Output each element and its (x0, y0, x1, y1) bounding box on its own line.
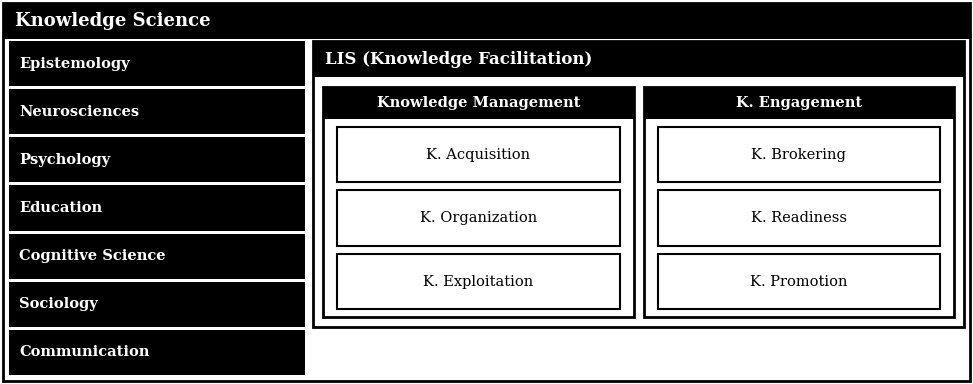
Text: Neurosciences: Neurosciences (19, 105, 139, 119)
Bar (337, 190, 620, 246)
Text: Communication: Communication (19, 346, 150, 359)
Text: K. Brokering: K. Brokering (751, 148, 847, 162)
Bar (313, 41, 964, 77)
Text: Sociology: Sociology (19, 297, 97, 311)
Text: K. Readiness: K. Readiness (751, 211, 847, 225)
Bar (323, 87, 633, 317)
Text: K. Exploitation: K. Exploitation (423, 275, 533, 288)
Bar (658, 127, 940, 182)
Bar (658, 190, 940, 246)
Bar (643, 87, 954, 317)
Bar (9, 282, 305, 327)
Text: LIS (Knowledge Facilitation): LIS (Knowledge Facilitation) (325, 51, 593, 68)
Text: Knowledge Management: Knowledge Management (377, 96, 580, 110)
Text: Epistemology: Epistemology (19, 56, 129, 71)
Bar (9, 233, 305, 279)
Bar (9, 41, 305, 86)
Bar (9, 137, 305, 182)
Text: Education: Education (19, 201, 102, 215)
Bar (658, 254, 940, 309)
Bar (337, 254, 620, 309)
Bar (643, 87, 954, 119)
Text: Cognitive Science: Cognitive Science (19, 249, 165, 263)
Bar (9, 185, 305, 230)
Bar (323, 87, 633, 119)
Bar (337, 127, 620, 182)
Bar (9, 89, 305, 134)
Text: Knowledge Science: Knowledge Science (15, 12, 210, 30)
Text: K. Acquisition: K. Acquisition (426, 148, 530, 162)
Bar (313, 41, 964, 327)
Text: K. Promotion: K. Promotion (750, 275, 847, 288)
Text: Psychology: Psychology (19, 153, 110, 167)
Text: K. Organization: K. Organization (419, 211, 537, 225)
Text: K. Engagement: K. Engagement (736, 96, 862, 110)
Bar (3, 3, 970, 39)
Bar (9, 330, 305, 375)
